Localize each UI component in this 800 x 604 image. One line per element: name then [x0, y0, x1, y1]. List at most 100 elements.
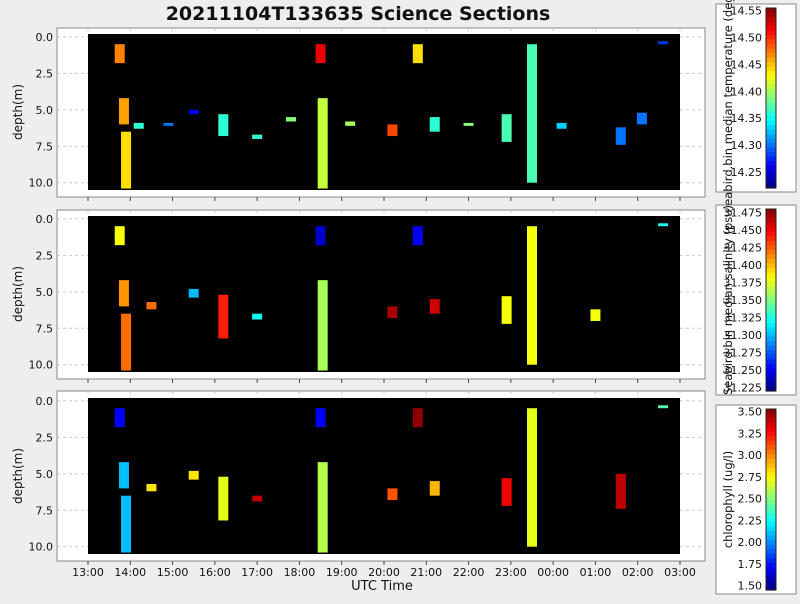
colorbar-tick-label: 31.250 — [724, 364, 763, 377]
colorbar-segment — [766, 309, 776, 315]
colorbar-segment — [766, 494, 776, 501]
colorbar-segment — [766, 125, 776, 131]
colorbar-segment — [766, 227, 776, 233]
x-tick-label: 15:00 — [157, 566, 189, 579]
y-tick-label: 5.0 — [36, 468, 54, 481]
plot-area-2 — [88, 216, 680, 372]
data-point — [412, 226, 423, 246]
data-point — [387, 124, 398, 137]
colorbar-segment — [766, 413, 776, 419]
y-tick-label: 7.5 — [36, 322, 54, 335]
colorbar-segment — [766, 111, 776, 117]
colorbar-segment — [766, 93, 776, 99]
x-axis-label: UTC Time — [351, 579, 413, 594]
colorbar-tick-label: 3.00 — [738, 449, 763, 462]
colorbar-segment — [766, 300, 776, 306]
data-point — [285, 117, 296, 122]
colorbar-tick-label: 14.35 — [731, 112, 763, 125]
colorbar-segment — [766, 75, 776, 81]
data-point — [501, 114, 512, 142]
colorbar-segment — [766, 213, 776, 219]
data-point — [133, 122, 144, 129]
colorbar-segment — [766, 245, 776, 251]
colorbar-segment — [766, 66, 776, 72]
colorbar-segment — [766, 134, 776, 140]
colorbar-segment — [766, 129, 776, 135]
x-tick-label: 21:00 — [410, 566, 442, 579]
colorbar-segment — [766, 71, 776, 77]
colorbar-tick-label: 31.325 — [724, 312, 763, 325]
colorbar-segment — [766, 26, 776, 32]
data-point — [118, 462, 129, 489]
x-tick-label: 13:00 — [72, 566, 104, 579]
x-tick-label: 17:00 — [241, 566, 273, 579]
y-tick-label: 10.0 — [29, 177, 54, 190]
colorbar-segment — [766, 268, 776, 274]
colorbar-segment — [766, 249, 776, 256]
colorbar-border — [765, 208, 777, 392]
colorbar-segment — [766, 463, 776, 469]
colorbar-segment — [766, 272, 776, 278]
data-point — [114, 44, 125, 64]
data-point — [252, 313, 263, 320]
colorbar-tick-label: 31.225 — [724, 382, 763, 395]
data-point — [387, 306, 398, 319]
data-point — [121, 131, 132, 189]
colorbar-tick-label: 31.275 — [724, 347, 763, 360]
colorbar-segment — [766, 281, 776, 287]
colorbar-segment — [766, 517, 776, 523]
colorbar-segment — [766, 156, 776, 162]
colorbar-segment — [766, 354, 776, 360]
data-point — [146, 302, 157, 310]
colorbar-segment — [766, 138, 776, 144]
colorbar-segment — [766, 549, 776, 555]
colorbar-segment — [766, 345, 776, 351]
colorbar-label: Seabird.bin median salinity (psu) — [721, 205, 735, 395]
colorbar-segment — [766, 35, 776, 41]
data-point — [188, 109, 199, 115]
data-point — [527, 408, 537, 547]
colorbar-segment — [766, 170, 776, 176]
colorbar-segment — [766, 322, 776, 328]
colorbar-segment — [766, 445, 776, 451]
colorbar-segment — [766, 161, 776, 167]
data-point — [658, 405, 669, 409]
data-point — [218, 476, 229, 521]
colorbar-segment — [766, 422, 776, 428]
colorbar-tick-label: 31.375 — [724, 277, 763, 290]
colorbar-segment — [766, 304, 776, 310]
x-tick-label: 23:00 — [495, 566, 527, 579]
colorbar-tick-label: 31.350 — [724, 294, 763, 307]
colorbar-segment — [766, 526, 776, 532]
colorbar-segment — [766, 295, 776, 301]
x-tick-label: 22:00 — [453, 566, 485, 579]
colorbar-tick-label: 31.300 — [724, 329, 763, 342]
data-point — [345, 121, 356, 126]
colorbar-segment — [766, 48, 776, 54]
colorbar-segment — [766, 152, 776, 158]
colorbar-segment — [766, 535, 776, 541]
y-tick-label: 2.5 — [36, 67, 54, 80]
colorbar-segment — [766, 508, 776, 514]
colorbar-segment — [766, 540, 776, 546]
colorbar-segment — [766, 436, 776, 442]
colorbar-tick-label: 2.75 — [738, 471, 763, 484]
colorbar-segment — [766, 467, 776, 473]
data-point — [188, 288, 199, 298]
colorbar-segment — [766, 39, 776, 45]
data-point — [315, 408, 326, 428]
colorbar-segment — [766, 218, 776, 224]
colorbar-segment — [766, 449, 776, 455]
colorbar-tick-label: 31.475 — [724, 207, 763, 220]
data-point — [429, 299, 440, 314]
colorbar-tick-label: 3.50 — [738, 406, 763, 419]
colorbar-segment — [766, 277, 776, 283]
y-tick-label: 5.0 — [36, 286, 54, 299]
y-tick-label: 2.5 — [36, 249, 54, 262]
y-tick-label: 7.5 — [36, 504, 54, 517]
x-tick-label: 19:00 — [326, 566, 358, 579]
colorbar-tick-label: 2.25 — [738, 514, 763, 527]
x-tick-label: 16:00 — [199, 566, 231, 579]
colorbar-segment — [766, 485, 776, 492]
data-point — [387, 488, 398, 501]
